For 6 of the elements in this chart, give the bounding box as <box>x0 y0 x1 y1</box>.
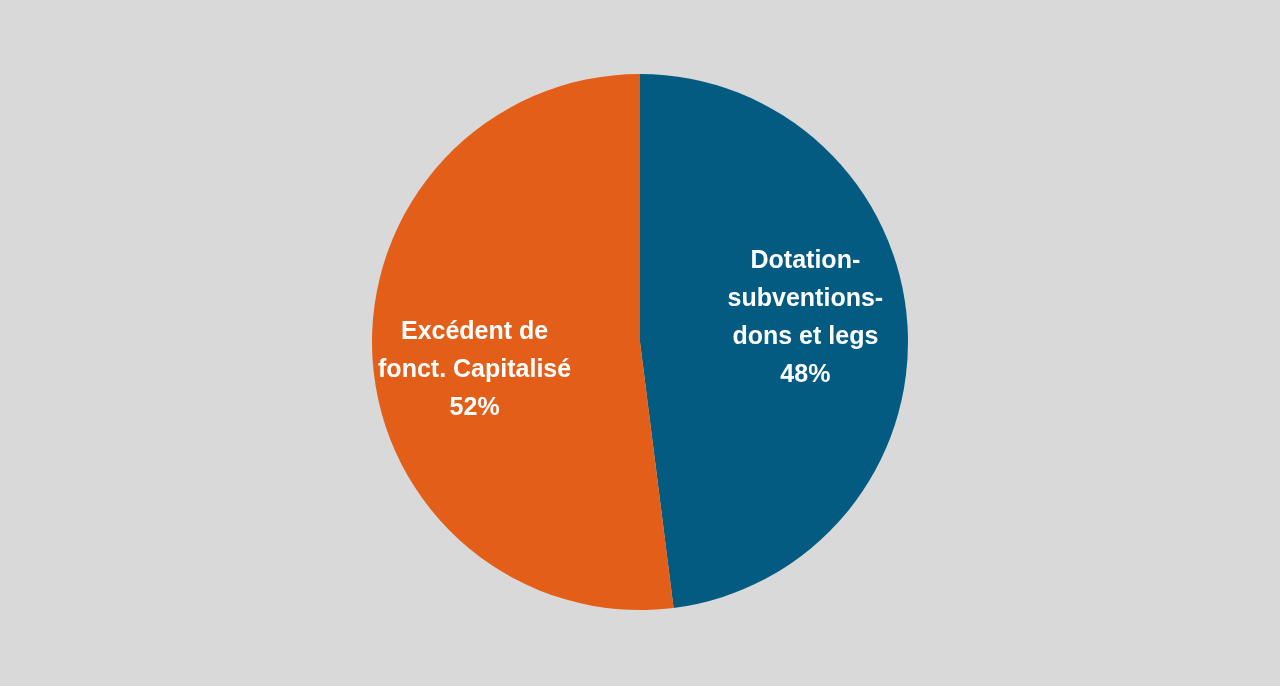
data-label: 52% <box>449 392 500 421</box>
data-label: 48% <box>780 358 831 387</box>
pie-slice <box>372 74 674 610</box>
slice-label: Dotation-subventions-dons et legs <box>727 244 884 349</box>
slice-label: Excédent de fonct. Capitalisé <box>378 316 572 383</box>
pie-slice <box>640 74 908 608</box>
